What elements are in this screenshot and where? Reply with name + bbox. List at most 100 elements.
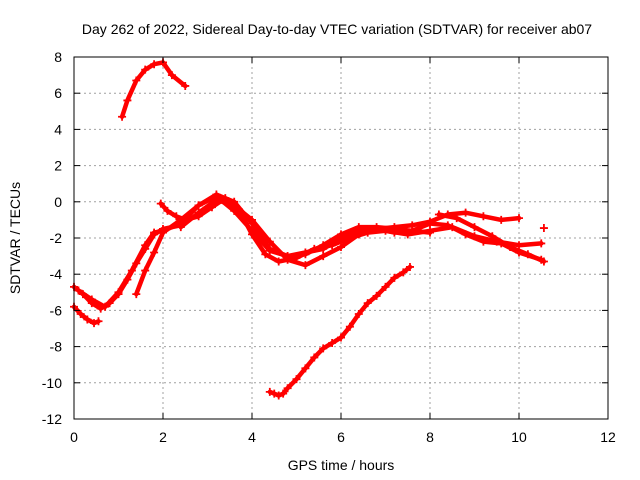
data-point [94, 317, 103, 326]
data-point [470, 232, 479, 241]
chart-title: Day 262 of 2022, Sidereal Day-to-day VTE… [82, 21, 592, 37]
x-tick-label: 8 [426, 429, 434, 445]
data-point [537, 239, 546, 248]
data-point [270, 389, 279, 398]
data-point [265, 246, 274, 255]
data-point [265, 387, 274, 396]
data-point [354, 223, 363, 232]
data-point [434, 210, 443, 219]
data-point [114, 288, 123, 297]
data-point [426, 217, 434, 226]
data-point [76, 310, 85, 319]
data-point [172, 212, 181, 221]
data-point [461, 208, 470, 217]
data-point [167, 71, 176, 80]
x-tick-label: 4 [248, 429, 256, 445]
data-series-group [70, 58, 548, 400]
data-point [337, 230, 345, 239]
x-tick-label: 6 [337, 429, 345, 445]
data-point [248, 215, 256, 224]
data-point [405, 262, 414, 271]
data-point [181, 81, 190, 90]
data-point [523, 250, 532, 259]
data-point [74, 286, 83, 295]
series-arc-4 [118, 58, 190, 121]
data-point [118, 112, 127, 121]
data-point [274, 257, 283, 266]
series-arc-9 [539, 224, 548, 233]
data-point [123, 96, 132, 105]
data-point [141, 241, 150, 250]
data-point [372, 224, 381, 233]
data-point [132, 290, 141, 299]
data-point [87, 295, 96, 304]
data-point [141, 65, 150, 74]
series-trace [134, 194, 433, 297]
data-point [515, 241, 523, 250]
data-point [354, 230, 363, 239]
data-point [301, 261, 310, 270]
data-point [150, 228, 159, 237]
grid [74, 57, 608, 419]
data-point [141, 266, 150, 275]
x-tick-label: 0 [70, 429, 78, 445]
x-tick-label: 12 [600, 429, 616, 445]
data-point [127, 266, 136, 275]
data-point [319, 344, 328, 353]
series-trace [119, 60, 188, 119]
series-arc-10 [265, 262, 414, 400]
x-tick-label: 10 [511, 429, 527, 445]
data-point [337, 243, 345, 252]
data-point [319, 252, 328, 261]
data-point [159, 228, 167, 237]
y-tick-label: -4 [50, 266, 63, 282]
data-point [90, 319, 99, 328]
data-point [403, 230, 412, 239]
data-point [132, 76, 141, 85]
series-arc-7 [176, 195, 523, 270]
data-point [408, 221, 417, 230]
data-point [328, 241, 337, 250]
data-point [399, 268, 408, 277]
y-tick-label: -12 [42, 411, 62, 427]
data-point [390, 273, 399, 282]
data-point [230, 201, 239, 210]
data-point [448, 223, 457, 232]
data-point [539, 257, 548, 266]
data-point [470, 223, 479, 232]
data-point [390, 223, 399, 232]
data-point [363, 299, 372, 308]
y-tick-label: 6 [54, 85, 62, 101]
data-point [274, 391, 283, 400]
x-axis-label: GPS time / hours [288, 457, 395, 473]
data-point [176, 223, 185, 232]
data-point [426, 226, 434, 235]
data-point [479, 212, 488, 221]
data-point [310, 353, 319, 362]
y-axis-label: SDTVAR / TECUs [7, 182, 23, 294]
data-point [248, 230, 256, 239]
data-point [194, 201, 203, 210]
data-point [265, 237, 274, 246]
data-point [310, 244, 319, 253]
axis-ticks: 0 2 4 6 8 10 12 -12 -10 -8 -6 -4 -2 0 2 4 6 8 [42, 49, 616, 445]
data-point [261, 250, 270, 259]
data-point [506, 243, 515, 252]
y-tick-label: -8 [50, 339, 63, 355]
series-arc-8 [434, 210, 548, 266]
y-tick-label: 8 [54, 49, 62, 65]
data-point [150, 248, 159, 257]
y-tick-label: 0 [54, 194, 62, 210]
data-point [381, 282, 390, 291]
data-point [372, 291, 381, 300]
data-point [156, 199, 165, 208]
data-point [150, 60, 159, 69]
data-point [101, 302, 110, 311]
y-tick-label: 2 [54, 158, 62, 174]
data-point [163, 206, 172, 215]
data-point [283, 384, 292, 393]
data-point [337, 333, 345, 342]
y-tick-label: 4 [54, 121, 62, 137]
data-point [283, 255, 292, 264]
